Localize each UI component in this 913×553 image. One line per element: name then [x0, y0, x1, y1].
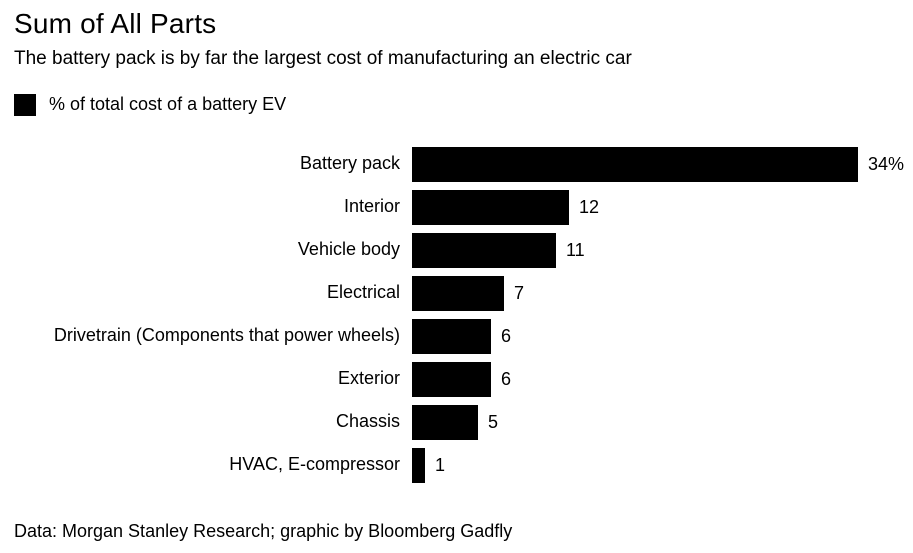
value-label: 1 — [435, 454, 446, 475]
bar — [412, 189, 569, 225]
category-label: Exterior — [337, 368, 400, 389]
bar — [412, 146, 858, 182]
category-label: Vehicle body — [297, 239, 400, 260]
bar-track: 5 — [412, 404, 899, 440]
bar — [412, 404, 478, 440]
bar-row: Interior 12 — [14, 186, 899, 229]
bar-row: Chassis 5 — [14, 401, 899, 444]
bar-row: Drivetrain (Components that power wheels… — [14, 315, 899, 358]
value-label: 5 — [488, 411, 499, 432]
bar-row: Vehicle body 11 — [14, 229, 899, 272]
bar-track: 7 — [412, 275, 899, 311]
source-credit: Data: Morgan Stanley Research; graphic b… — [14, 521, 513, 541]
value-label: 6 — [501, 368, 512, 389]
value-label: 34% — [868, 153, 905, 174]
bar — [412, 232, 556, 268]
bar-row: Battery pack 34% — [14, 143, 904, 186]
bar — [412, 447, 425, 483]
legend: % of total cost of a battery EV — [14, 93, 899, 116]
bar — [412, 275, 504, 311]
bar-track: 6 — [412, 318, 899, 354]
category-label: Battery pack — [299, 153, 400, 174]
bar-track: 12 — [412, 189, 899, 225]
bar-track: 6 — [412, 361, 899, 397]
legend-swatch-icon — [14, 93, 36, 116]
value-label: 6 — [501, 325, 512, 346]
bar-row: Electrical 7 — [14, 272, 899, 315]
bar-track: 34% — [412, 146, 905, 182]
chart-title: Sum of All Parts — [14, 8, 217, 39]
legend-label: % of total cost of a battery EV — [49, 94, 287, 115]
bar-track: 1 — [412, 447, 899, 483]
category-label: HVAC, E-compressor — [229, 454, 400, 475]
value-label: 7 — [514, 282, 525, 303]
category-label: Electrical — [326, 282, 400, 303]
bar-row: Exterior 6 — [14, 358, 899, 401]
category-label: Interior — [343, 196, 400, 217]
category-label: Drivetrain (Components that power wheels… — [53, 325, 400, 346]
category-label: Chassis — [335, 411, 400, 432]
bar-chart: Battery pack 34% Interior 12 Vehicle body 11 E… — [14, 143, 904, 487]
bar — [412, 361, 491, 397]
bar-row: HVAC, E-compressor 1 — [14, 444, 899, 487]
value-label: 11 — [566, 239, 585, 260]
chart-subtitle: The battery pack is by far the largest c… — [14, 48, 632, 69]
bar-track: 11 — [412, 232, 899, 268]
bar — [412, 318, 491, 354]
value-label: 12 — [579, 196, 600, 217]
